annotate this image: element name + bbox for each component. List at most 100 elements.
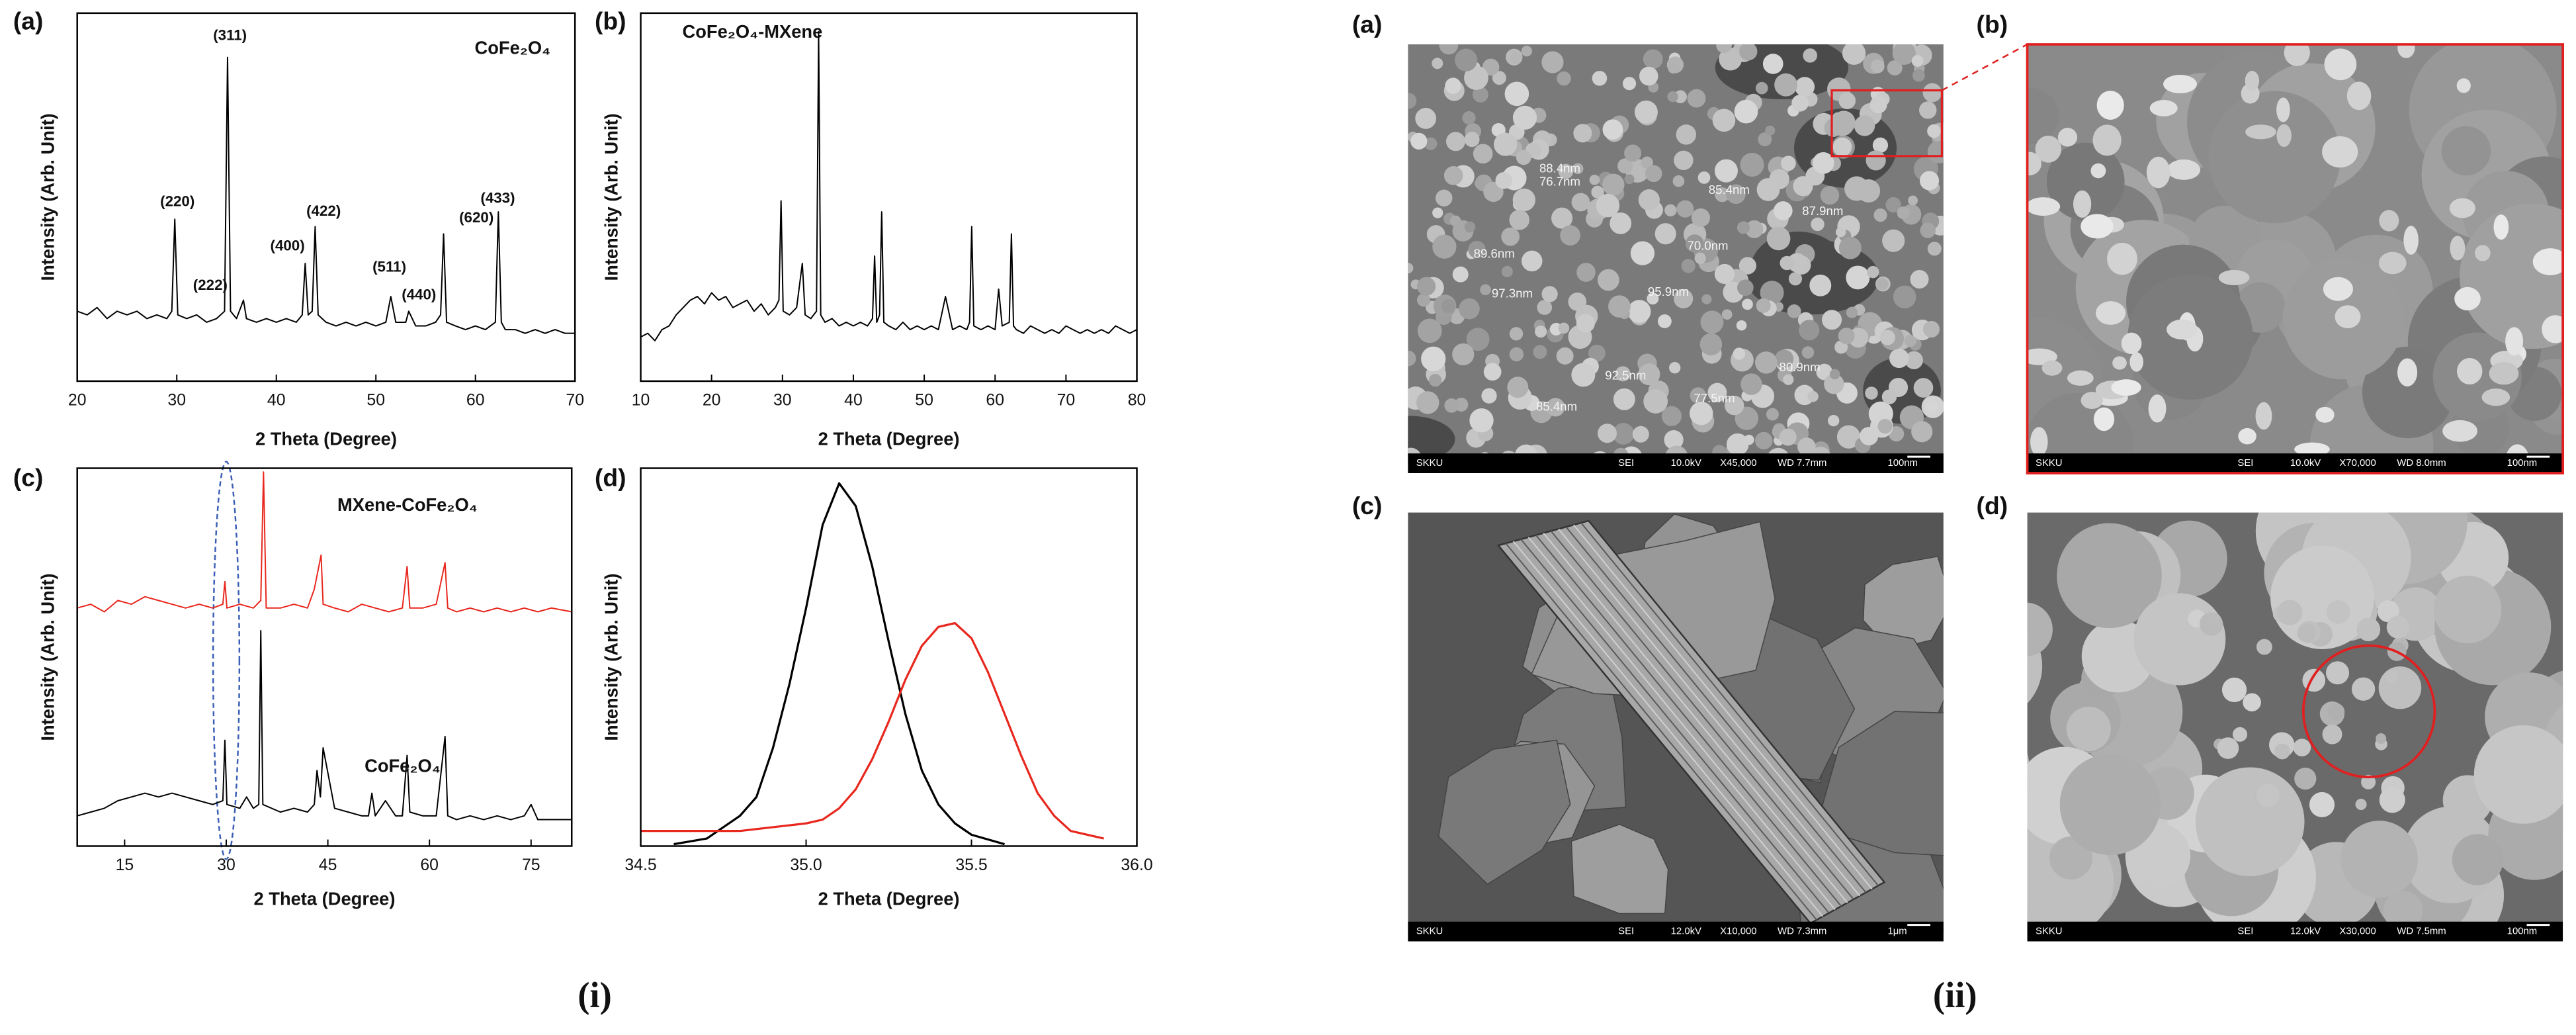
panel-label: (a) (1352, 11, 1383, 38)
particle (1445, 77, 1461, 94)
particle (2081, 214, 2114, 239)
particle (1872, 137, 1889, 154)
particle (1765, 125, 1776, 136)
particle (2221, 677, 2247, 703)
particle (1927, 140, 1944, 163)
measurement-label: 95.9nm (1648, 285, 1689, 298)
peak-label: (511) (372, 259, 406, 275)
particle (1922, 83, 1942, 103)
particle (1827, 414, 1840, 427)
particle (2255, 402, 2272, 430)
particle (2356, 617, 2381, 641)
particle (2238, 428, 2256, 445)
particle (1510, 52, 1522, 65)
particle (1657, 314, 1672, 328)
particle (1474, 178, 1485, 189)
particle (2327, 703, 2345, 721)
particle (2121, 332, 2142, 355)
particle (1432, 234, 1457, 259)
particle (1881, 389, 1897, 404)
particle (1876, 278, 1889, 291)
particle (1408, 350, 1416, 367)
particle (2457, 357, 2483, 385)
info-text: 10.0kV (1671, 458, 1701, 469)
particle (1512, 105, 1537, 130)
info-text: 12.0kV (2290, 926, 2321, 937)
chart-title: CoFe₂O₄ (475, 38, 551, 58)
particle (1558, 163, 1574, 179)
layer-edge (1520, 539, 1830, 914)
info-text: WD 7.3mm (1778, 926, 1826, 937)
particle (1822, 310, 1842, 330)
plot-frame (76, 12, 576, 382)
figure-label: (i) (578, 975, 612, 1015)
particle (1676, 200, 1694, 218)
particle (1576, 263, 1596, 282)
particle (1417, 277, 1436, 296)
particle (1472, 86, 1488, 103)
x-tick-label: 70 (566, 391, 584, 409)
particle (1541, 51, 1564, 73)
measurement-label: 88.4nm (1539, 161, 1580, 175)
plot-frame (640, 467, 1138, 847)
particle (2297, 623, 2316, 643)
particle (2163, 75, 2197, 94)
info-text: SKKU (2036, 926, 2063, 937)
plot-frame (76, 467, 573, 847)
particle (2532, 248, 2563, 275)
particle (2346, 81, 2372, 111)
particle (1829, 369, 1840, 380)
particle (1602, 119, 1623, 140)
particle (1911, 55, 1924, 67)
particle (1501, 265, 1513, 277)
grain (2046, 142, 2125, 221)
particle (1905, 351, 1923, 369)
particle (1546, 398, 1565, 417)
particle (1795, 77, 1815, 97)
agglomerate (2383, 891, 2423, 930)
particle (1501, 227, 1520, 246)
particle (2326, 600, 2350, 624)
agglomerate (2027, 602, 2053, 656)
particle (2505, 327, 2524, 356)
particle (1439, 44, 1459, 55)
particle (1725, 395, 1744, 416)
particle (1742, 298, 1753, 310)
particle (1897, 206, 1910, 220)
particle (1462, 111, 1476, 125)
particle (2454, 287, 2481, 311)
particle (1787, 304, 1801, 318)
particle (1556, 347, 1574, 365)
particle (1610, 212, 1632, 234)
series-line (77, 630, 572, 821)
particle (1885, 197, 1901, 213)
highlight-ellipse (212, 461, 241, 860)
agglomerate (2057, 523, 2162, 629)
particle (1865, 386, 1878, 400)
particle (1464, 66, 1488, 90)
x-tick-label: 70 (1057, 391, 1076, 409)
particle (2355, 798, 2367, 810)
particle (2376, 733, 2387, 744)
agglomerate (1949, 763, 2023, 837)
particle (1734, 99, 1758, 124)
particle (1911, 421, 1933, 443)
panel-label: (c) (1352, 492, 1383, 519)
particle (2309, 791, 2335, 818)
particle (1715, 187, 1730, 202)
agglomerate (2027, 628, 2043, 703)
layer-edge (1550, 530, 1854, 900)
particle (1664, 430, 1684, 450)
particle (1740, 152, 1764, 177)
agglomerate (2573, 705, 2576, 768)
x-tick-label: 50 (366, 391, 385, 409)
particle (2111, 379, 2141, 396)
particle (1811, 217, 1825, 232)
agglomerate (2049, 836, 2093, 879)
particle (1416, 391, 1439, 414)
grain (2441, 126, 2491, 176)
particle (1509, 209, 1529, 230)
particle (2335, 305, 2361, 329)
particle (1893, 285, 1916, 309)
